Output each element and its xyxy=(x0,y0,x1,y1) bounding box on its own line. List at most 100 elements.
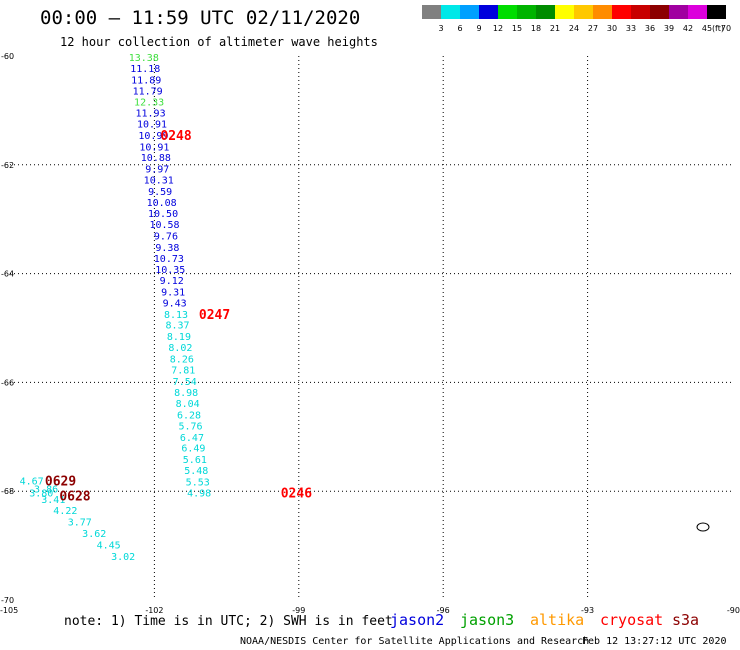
wave-height-point: 4.67 xyxy=(20,476,44,487)
wave-height-point: 11.18 xyxy=(130,64,160,75)
chart-subtitle: 12 hour collection of altimeter wave hei… xyxy=(60,35,378,49)
x-tick-label: -99 xyxy=(292,606,305,615)
wave-height-point: 8.37 xyxy=(165,321,189,332)
wave-height-point: 3.86 xyxy=(34,484,58,495)
legend-scale-label: 9 xyxy=(476,24,481,33)
wave-height-point: 5.61 xyxy=(183,455,207,466)
legend-color-swatch xyxy=(555,5,574,19)
legend-color-swatch xyxy=(688,5,707,19)
legend-color-swatch xyxy=(479,5,498,19)
wave-height-point: 4.22 xyxy=(53,506,77,517)
legend-color-swatch xyxy=(669,5,688,19)
legend-color-swatch xyxy=(517,5,536,19)
x-tick-label: -96 xyxy=(437,606,450,615)
satellite-legend-jason3: jason3 xyxy=(460,611,514,629)
legend-scale-label: 21 xyxy=(550,24,560,33)
plot-area: -60 -62 -64 -66 -68 -70-105 -102 -99 -96 -93 -90 11… xyxy=(0,52,740,615)
wave-height-point: 4.45 xyxy=(97,541,121,552)
wave-height-point: 3.77 xyxy=(68,518,92,529)
wave-height-point: 12.33 xyxy=(134,98,164,109)
pass-time-label: 0248 xyxy=(160,129,191,144)
wave-height-point: 11.79 xyxy=(133,86,163,97)
wave-height-point: 5.48 xyxy=(184,466,208,477)
legend-color-swatch xyxy=(707,5,726,19)
wave-height-point: 8.04 xyxy=(176,399,200,410)
legend-scale-label: 24 xyxy=(569,24,579,33)
legend-color-swatch xyxy=(441,5,460,19)
wave-height-point: 8.26 xyxy=(170,354,194,365)
wave-height-point: 13.38 xyxy=(129,53,159,64)
legend-scale-label: 12 xyxy=(493,24,503,33)
color-scale-legend: 3 6 9 12 15 18 21 24 27 30 33 36 39 42 45 70(ft) xyxy=(422,5,731,33)
wave-height-point: 10.88 xyxy=(141,153,171,164)
wave-height-point: 7.81 xyxy=(171,365,195,376)
legend-scale-label: (ft) xyxy=(712,24,724,33)
legend-scale-label: 6 xyxy=(457,24,462,33)
pass-time-label: 0629 xyxy=(45,474,76,489)
wave-height-point: 7.54 xyxy=(173,377,197,388)
wave-height-point: 9.31 xyxy=(161,288,185,299)
satellite-legend-jason2: jason2 xyxy=(390,611,444,629)
wave-height-point: 8.02 xyxy=(168,343,192,354)
wave-height-point: 10.91 xyxy=(137,119,167,130)
legend-color-swatch xyxy=(422,5,441,19)
y-tick-label: -66 xyxy=(1,378,14,387)
island-outline xyxy=(696,522,710,532)
satellite-legend-s3a: s3a xyxy=(672,611,699,629)
wave-height-point: 9.59 xyxy=(148,187,172,198)
wave-height-point: 11.93 xyxy=(135,109,165,120)
legend-color-swatch xyxy=(574,5,593,19)
wave-height-point: 4.98 xyxy=(187,488,211,499)
wave-height-point: 9.12 xyxy=(160,276,184,287)
wave-height-point: 6.47 xyxy=(180,433,204,444)
wave-height-point: 3.41 xyxy=(41,495,65,506)
wave-height-point: 10.08 xyxy=(147,198,177,209)
wave-height-point: 5.53 xyxy=(186,477,210,488)
pass-time-label: 0247 xyxy=(199,308,230,323)
satellite-legend-altika: altika xyxy=(530,611,584,629)
legend-scale-label: 45 xyxy=(702,24,712,33)
x-tick-label: -90 xyxy=(727,606,740,615)
wave-height-point: 10.91 xyxy=(139,142,169,153)
legend-scale-label: 33 xyxy=(626,24,636,33)
wave-height-point: 9.43 xyxy=(163,298,187,309)
wave-height-point: 9.97 xyxy=(145,165,169,176)
wave-height-point: 10.73 xyxy=(154,254,184,265)
legend-color-swatch xyxy=(498,5,517,19)
footer-timestamp: Feb 12 13:27:12 UTC 2020 xyxy=(582,636,727,647)
legend-scale-label: 30 xyxy=(607,24,617,33)
wave-height-point: 9.76 xyxy=(154,232,178,243)
footer: note: 1) Time is in UTC; 2) SWH is in fe… xyxy=(64,611,727,647)
wave-height-point: 10.58 xyxy=(149,220,179,231)
y-tick-label: -68 xyxy=(1,487,14,496)
wave-height-point: 10.50 xyxy=(148,209,178,220)
wave-height-point: 10.99 xyxy=(138,131,168,142)
pass-time-label: 0628 xyxy=(59,490,90,505)
wave-height-point: 11.89 xyxy=(131,75,161,86)
satellite-legend: jason2 jason3 altika cryosat s3a xyxy=(390,611,699,629)
legend-color-swatch xyxy=(612,5,631,19)
chart-title: 00:00 – 11:59 UTC 02/11/2020 xyxy=(40,7,360,29)
legend-scale-label: 3 xyxy=(438,24,443,33)
wave-height-point: 8.98 xyxy=(174,388,198,399)
legend-color-swatch xyxy=(460,5,479,19)
legend-color-swatch xyxy=(650,5,669,19)
wave-height-point: 6.28 xyxy=(177,410,201,421)
x-tick-label: -105 xyxy=(0,606,18,615)
x-tick-label: -93 xyxy=(581,606,594,615)
footer-credit: NOAA/NESDIS Center for Satellite Applica… xyxy=(240,636,589,647)
legend-scale-label: 36 xyxy=(645,24,655,33)
legend-scale-label: 27 xyxy=(588,24,598,33)
footer-note: note: 1) Time is in UTC; 2) SWH is in fe… xyxy=(64,614,393,629)
wave-height-point: 6.49 xyxy=(181,444,205,455)
legend-scale-label: 39 xyxy=(664,24,674,33)
legend-color-swatch xyxy=(536,5,555,19)
x-tick-label: -102 xyxy=(145,606,163,615)
legend-color-swatch xyxy=(631,5,650,19)
satellite-legend-cryosat: cryosat xyxy=(600,611,663,629)
wave-height-point: 8.13 xyxy=(164,310,188,321)
wave-height-point: 3.02 xyxy=(111,552,135,563)
legend-scale-label: 70 xyxy=(721,24,731,33)
y-tick-label: -70 xyxy=(1,596,14,605)
legend-color-swatch xyxy=(593,5,612,19)
